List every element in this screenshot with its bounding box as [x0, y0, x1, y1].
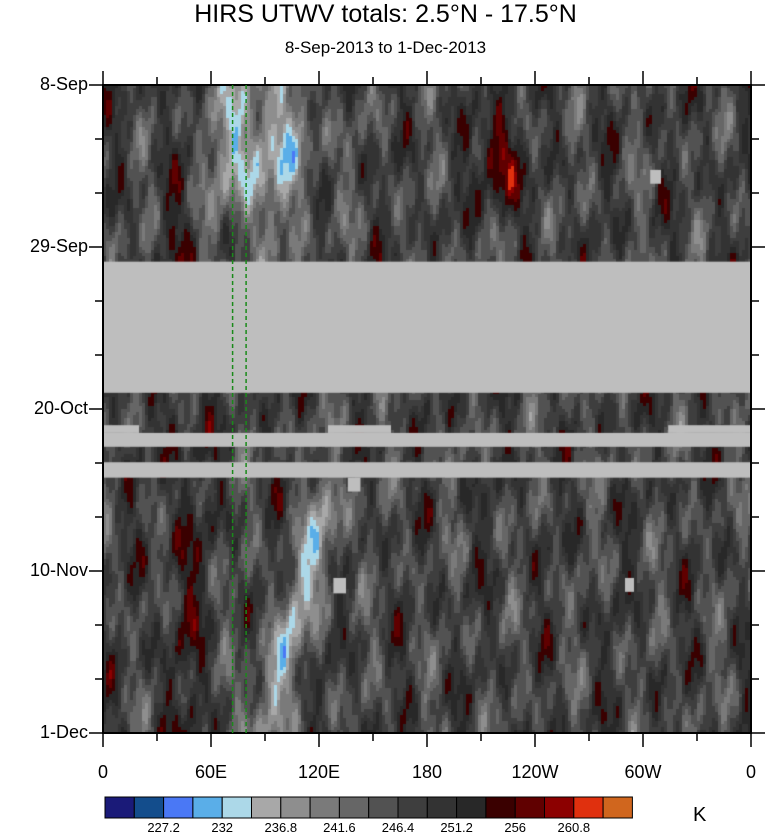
colorbar-box: [309, 796, 340, 819]
colorbar-box: [163, 796, 194, 819]
x-tick-label: 120E: [297, 762, 341, 782]
hovmoller-field: [103, 85, 751, 733]
colorbar-box: [133, 796, 165, 819]
colorbar-box: [456, 796, 487, 819]
colorbar-box: [368, 796, 399, 819]
colorbar-box: [544, 796, 575, 819]
plot-frame: [102, 84, 752, 734]
colorbar-box: [602, 796, 633, 819]
y-tick-label: 20-Oct: [33, 398, 88, 418]
y-tick-label: 8-Sep: [39, 74, 88, 94]
y-tick-label: 1-Dec: [39, 722, 88, 742]
colorbar-label: 260.8: [557, 820, 591, 835]
chart-title: HIRS UTWV totals: 2.5°N - 17.5°N: [194, 0, 577, 28]
x-tick-label: 60E: [194, 762, 228, 782]
x-tick-label: 0: [97, 762, 109, 782]
colorbar-box: [573, 796, 604, 819]
colorbar-label: 251.2: [440, 820, 473, 835]
x-tick-label: 60W: [624, 762, 662, 782]
colorbar-label: 246.4: [381, 820, 415, 835]
colorbar-box: [221, 796, 252, 819]
x-tick-label: 180: [411, 762, 443, 782]
colorbar-label: 256: [504, 820, 527, 835]
colorbar-units: K: [693, 804, 707, 826]
colorbar-label: 227.2: [147, 820, 180, 835]
colorbar-box: [251, 796, 282, 819]
x-tick-label: 120W: [511, 762, 559, 782]
colorbar-label: 241.6: [323, 820, 356, 835]
colorbar-box: [104, 796, 135, 819]
chart-subtitle: 8-Sep-2013 to 1-Dec-2013: [284, 38, 487, 57]
colorbar-box: [426, 796, 458, 819]
x-tick-label: 0: [745, 762, 757, 782]
colorbar-box: [192, 796, 223, 819]
colorbar-box: [280, 796, 311, 819]
colorbar-box: [397, 796, 428, 819]
colorbar-box: [338, 796, 370, 819]
colorbar-label: 236.8: [264, 820, 298, 835]
colorbar-label: 232: [211, 820, 234, 835]
colorbar-box: [485, 796, 516, 819]
colorbar-box: [514, 796, 546, 819]
y-tick-label: 29-Sep: [29, 236, 88, 256]
y-tick-label: 10-Nov: [29, 560, 88, 580]
